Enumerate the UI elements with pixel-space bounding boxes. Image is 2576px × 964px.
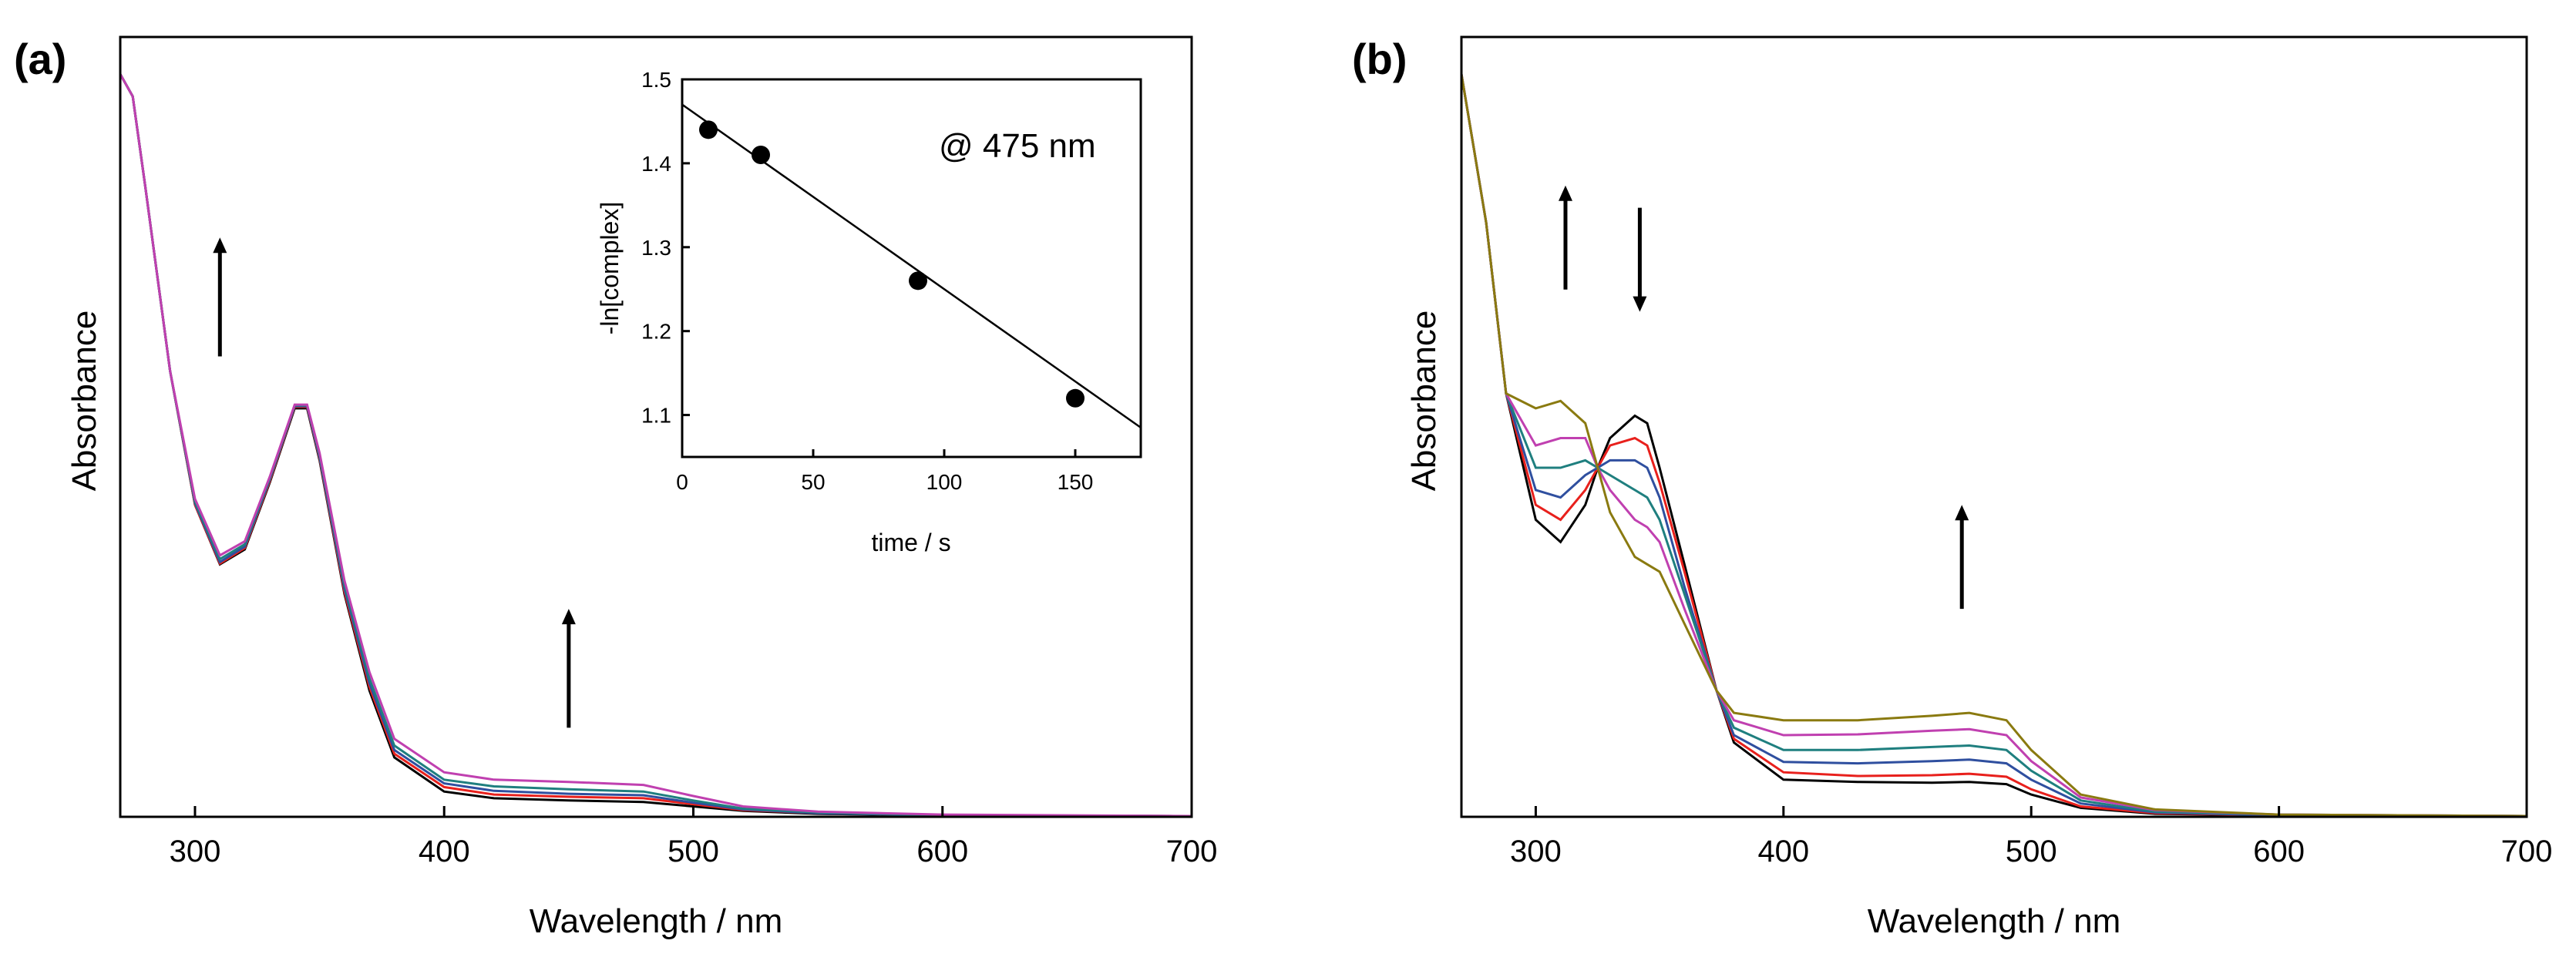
inset-plot-frame	[681, 78, 1142, 458]
panel-b-y-axis-label: Absorbance	[1405, 311, 1443, 492]
panel-a-plot-frame	[119, 35, 1193, 818]
panel-a-x-tick-label: 700	[1166, 835, 1218, 868]
inset-data-point	[752, 146, 770, 164]
panel-a-x-tick-label: 400	[419, 835, 470, 868]
inset-y-tick-label: 1.4	[641, 152, 671, 176]
panel-b-series-5-line	[1460, 73, 2527, 818]
inset-x-tick-label: 0	[676, 470, 688, 494]
panel-a-label: (a)	[14, 35, 66, 83]
inset-points-group	[699, 120, 1085, 408]
inset-x-axis-label: time / s	[871, 529, 950, 556]
panel-a-arrow-up-head	[561, 609, 576, 625]
panel-b-x-axis-ticks: 300 400 500 600 700	[1510, 806, 2552, 868]
panel-b-x-tick-label: 700	[2501, 835, 2553, 868]
panel-b-plot-frame	[1460, 35, 2528, 818]
inset-data-point	[1066, 388, 1085, 408]
panel-a-x-axis-label: Wavelength / nm	[530, 902, 783, 940]
panel-b-arrow-up-head	[1955, 505, 1969, 521]
panel-b-series-2-line	[1460, 73, 2527, 818]
panel-b-x-tick-label: 600	[2253, 835, 2305, 868]
panel-b-arrow-down-head	[1633, 296, 1647, 312]
panel-b-arrows	[1558, 185, 1969, 610]
inset-y-tick-label: 1.2	[641, 320, 671, 344]
inset-y-tick-label: 1.1	[641, 404, 671, 428]
panel-a-x-tick-label: 300	[170, 835, 221, 868]
panel-b-series-6-line	[1460, 73, 2527, 818]
inset-x-tick-label: 50	[801, 470, 825, 494]
inset-x-tick-label: 100	[926, 470, 963, 494]
panel-b-series-group	[1460, 73, 2527, 818]
inset-data-point	[699, 120, 718, 139]
panel-b: (b) 300 400 500 600 700 Wavelength / nm Abso…	[1352, 35, 2552, 940]
panel-b-arrow-up-head	[1558, 185, 1572, 201]
inset-annotation: @ 475 nm	[939, 127, 1096, 165]
panel-a-inset: 0 50 100 150 1.1 1.2 1.3 1.4 1.5 time / s -ln[c…	[596, 68, 1142, 556]
panel-a-x-tick-label: 600	[916, 835, 968, 868]
inset-x-axis-ticks: 0 50 100 150	[676, 449, 1093, 494]
panel-b-x-tick-label: 300	[1510, 835, 1562, 868]
panel-b-x-tick-label: 400	[1757, 835, 1809, 868]
panel-b-x-axis-label: Wavelength / nm	[1868, 902, 2121, 940]
inset-y-axis-ticks: 1.1 1.2 1.3 1.4 1.5	[641, 68, 690, 428]
inset-x-tick-label: 150	[1058, 470, 1094, 494]
panel-a-x-axis-ticks: 300 400 500 600 700	[170, 806, 1218, 868]
panel-b-series-1-line	[1460, 73, 2527, 818]
panel-a-x-tick-label: 500	[668, 835, 719, 868]
inset-y-axis-label: -ln[complex]	[596, 202, 624, 335]
panel-a: (a) 300 400 500 600 700 Wavelength / nm Abso…	[14, 35, 1217, 940]
panel-b-x-tick-label: 500	[2006, 835, 2057, 868]
panel-a-arrows	[213, 237, 576, 728]
panel-b-series-4-line	[1460, 73, 2527, 818]
panel-a-y-axis-label: Absorbance	[66, 311, 103, 492]
panel-b-label: (b)	[1352, 35, 1407, 83]
inset-y-tick-label: 1.3	[641, 236, 671, 260]
panel-b-series-3-line	[1460, 73, 2527, 818]
inset-data-point	[909, 271, 927, 291]
inset-y-tick-label: 1.5	[641, 68, 671, 92]
panel-a-series-group	[119, 73, 1192, 818]
panel-a-arrow-up-head	[213, 237, 227, 254]
panel-a-series-5-line	[119, 73, 1192, 818]
